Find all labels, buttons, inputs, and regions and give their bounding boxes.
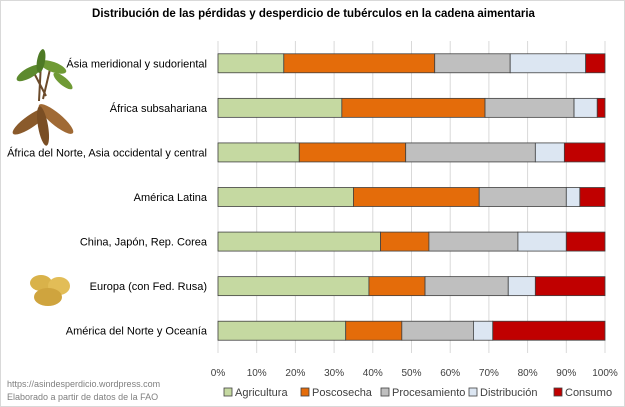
- bar-segment-procesamiento: [484, 97, 575, 118]
- bar-segment-poscosecha: [353, 187, 480, 207]
- category-label: Europa (con Fed. Rusa): [90, 281, 207, 293]
- x-tick-label: 100%: [592, 368, 618, 379]
- bar-segment-poscosecha: [380, 231, 430, 252]
- bar-segment-agricultura: [217, 97, 343, 118]
- category-label: África subsahariana: [110, 102, 208, 115]
- bar-segment-poscosecha: [341, 97, 486, 118]
- bar-segment-procesamiento: [478, 187, 567, 207]
- x-tick-label: 60%: [440, 368, 460, 379]
- x-tick-label: 90%: [556, 368, 576, 379]
- legend-label: Distribución: [480, 387, 537, 399]
- bar-segment-distribución: [534, 142, 565, 163]
- chart-title: Distribución de las pérdidas y desperdic…: [92, 8, 535, 20]
- bar-segment-agricultura: [217, 276, 370, 297]
- x-tick-label: 20%: [285, 368, 305, 379]
- bar-segment-distribución: [509, 53, 587, 74]
- bar-segment-procesamiento: [405, 142, 536, 163]
- bar-segment-consumo: [534, 276, 606, 297]
- cassava-illustration: [12, 49, 74, 146]
- category-label: África del Norte, Asia occidental y cent…: [7, 146, 207, 159]
- bar-segment-consumo: [492, 320, 606, 341]
- bar-segment-procesamiento: [434, 53, 511, 74]
- x-tick-label: 80%: [518, 368, 538, 379]
- bar-segment-poscosecha: [345, 320, 403, 341]
- x-tick-label: 30%: [324, 368, 344, 379]
- bar-segment-consumo: [585, 53, 606, 74]
- legend-swatch: [468, 387, 478, 397]
- legend-label: Poscosecha: [312, 387, 373, 399]
- bar-segment-consumo: [579, 187, 606, 207]
- bar-segment-poscosecha: [368, 276, 426, 297]
- category-label: América del Norte y Oceanía: [66, 326, 208, 338]
- legend-swatch: [380, 387, 390, 397]
- bar-segment-agricultura: [217, 53, 285, 74]
- potatoes-illustration: [30, 275, 70, 306]
- bar-segment-procesamiento: [401, 320, 474, 341]
- category-label: China, Japón, Rep. Corea: [80, 237, 208, 249]
- bar-segment-agricultura: [217, 187, 354, 207]
- legend-label: Agricultura: [235, 387, 288, 399]
- bar-segment-consumo: [563, 142, 606, 163]
- x-tick-label: 40%: [363, 368, 383, 379]
- x-tick-label: 0%: [211, 368, 226, 379]
- bar-segment-procesamiento: [428, 231, 519, 252]
- legend-label: Procesamiento: [392, 387, 465, 399]
- category-label: Ásia meridional y sudoriental: [66, 57, 207, 70]
- bar-segment-agricultura: [217, 320, 347, 341]
- bar-segment-agricultura: [217, 231, 381, 252]
- legend-swatch: [223, 387, 233, 397]
- source-url: https://asindesperdicio.wordpress.com: [7, 379, 161, 389]
- bar-segment-distribución: [517, 231, 567, 252]
- source-credit: Elaborado a partir de datos de la FAO: [7, 392, 159, 402]
- x-tick-label: 10%: [247, 368, 267, 379]
- legend-swatch: [553, 387, 563, 397]
- bar-segment-poscosecha: [283, 53, 436, 74]
- bar-segment-poscosecha: [298, 142, 407, 163]
- x-tick-label: 70%: [479, 368, 499, 379]
- legend-label: Consumo: [565, 387, 612, 399]
- bar-segment-consumo: [596, 97, 606, 118]
- bar-segment-consumo: [565, 231, 606, 252]
- bar-segment-distribución: [473, 320, 494, 341]
- bar-segment-procesamiento: [424, 276, 509, 297]
- source-note: https://asindesperdicio.wordpress.com El…: [7, 378, 160, 404]
- bar-segment-distribución: [565, 187, 581, 207]
- legend-swatch: [300, 387, 310, 397]
- category-label: América Latina: [134, 192, 208, 204]
- bar-segment-distribución: [507, 276, 536, 297]
- x-tick-label: 50%: [401, 368, 421, 379]
- bar-segment-distribución: [573, 97, 598, 118]
- bar-segment-agricultura: [217, 142, 300, 163]
